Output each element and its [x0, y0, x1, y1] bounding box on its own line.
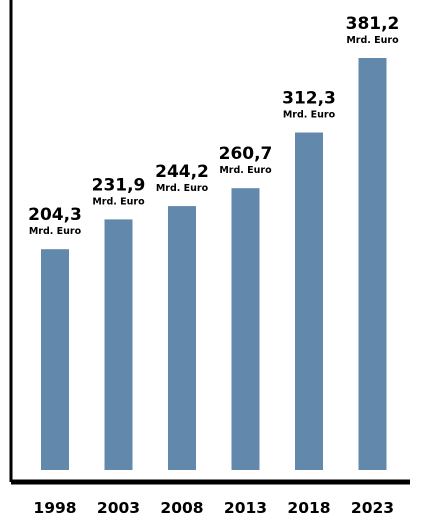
value-label-2018: 312,3 [282, 89, 336, 109]
unit-label-2023: Mrd. Euro [346, 35, 399, 46]
tick-label-2013: 2013 [224, 499, 267, 517]
value-label-1998: 204,3 [28, 205, 82, 225]
unit-label-2003: Mrd. Euro [92, 196, 145, 207]
unit-label-2013: Mrd. Euro [219, 165, 272, 176]
x-axis-tick-labels: 1998 2003 2008 2013 2018 2023 [33, 499, 394, 517]
tick-label-1998: 1998 [33, 499, 76, 517]
tick-label-2003: 2003 [97, 499, 140, 517]
unit-label-2018: Mrd. Euro [283, 110, 336, 121]
unit-label-2008: Mrd. Euro [156, 183, 209, 194]
value-label-2023: 381,2 [346, 14, 400, 34]
bar-2003 [104, 219, 133, 470]
bars [41, 58, 387, 470]
tick-label-2018: 2018 [287, 499, 330, 517]
bar-1998 [41, 249, 69, 470]
tick-label-2008: 2008 [160, 499, 203, 517]
bar-2013 [231, 188, 260, 470]
bar-2023 [358, 58, 387, 470]
value-label-2008: 244,2 [155, 162, 209, 182]
bar-2008 [168, 206, 196, 470]
bar-2018 [295, 132, 323, 470]
value-label-2003: 231,9 [92, 175, 146, 195]
tick-label-2023: 2023 [351, 499, 394, 517]
unit-label-1998: Mrd. Euro [29, 226, 82, 237]
value-label-2013: 260,7 [219, 144, 273, 164]
